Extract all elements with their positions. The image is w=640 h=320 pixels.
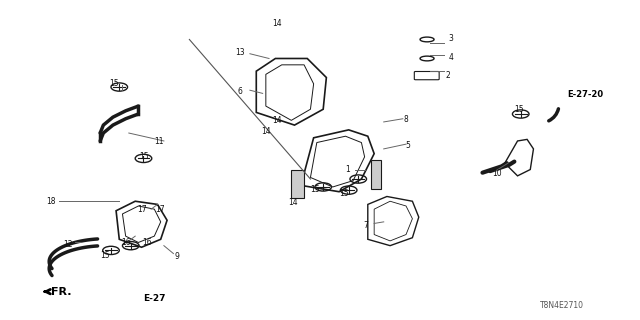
Text: 17: 17 — [156, 205, 165, 214]
Text: FR.: FR. — [45, 287, 72, 297]
Text: 15: 15 — [514, 105, 524, 114]
Text: 9: 9 — [174, 252, 179, 260]
Text: E-27: E-27 — [143, 294, 166, 303]
Text: 14: 14 — [289, 198, 298, 207]
Text: 3: 3 — [448, 34, 453, 43]
Polygon shape — [371, 160, 381, 188]
Text: E-27-20: E-27-20 — [567, 91, 604, 100]
Text: 17: 17 — [138, 205, 147, 214]
Text: 1: 1 — [345, 165, 350, 174]
Text: 18: 18 — [46, 197, 56, 206]
Text: 16: 16 — [122, 238, 131, 247]
Text: 4: 4 — [448, 53, 453, 62]
Text: 14: 14 — [272, 19, 282, 28]
Text: 14: 14 — [272, 116, 282, 125]
Text: 13: 13 — [236, 48, 245, 57]
Text: 6: 6 — [237, 87, 242, 96]
Text: 11: 11 — [155, 137, 164, 146]
Text: 8: 8 — [403, 115, 408, 124]
Text: 16: 16 — [143, 238, 152, 247]
Text: 15: 15 — [339, 189, 348, 198]
Text: 15: 15 — [140, 152, 149, 161]
Text: 15: 15 — [100, 251, 109, 260]
Text: 12: 12 — [63, 240, 73, 249]
Text: 2: 2 — [445, 71, 450, 80]
Text: 15: 15 — [109, 79, 118, 88]
Text: T8N4E2710: T8N4E2710 — [540, 301, 584, 310]
Text: 14: 14 — [261, 127, 271, 136]
Text: 15: 15 — [310, 185, 320, 194]
Polygon shape — [291, 170, 304, 198]
Text: 5: 5 — [406, 141, 410, 150]
Text: 10: 10 — [492, 169, 502, 178]
Text: 7: 7 — [364, 220, 368, 229]
